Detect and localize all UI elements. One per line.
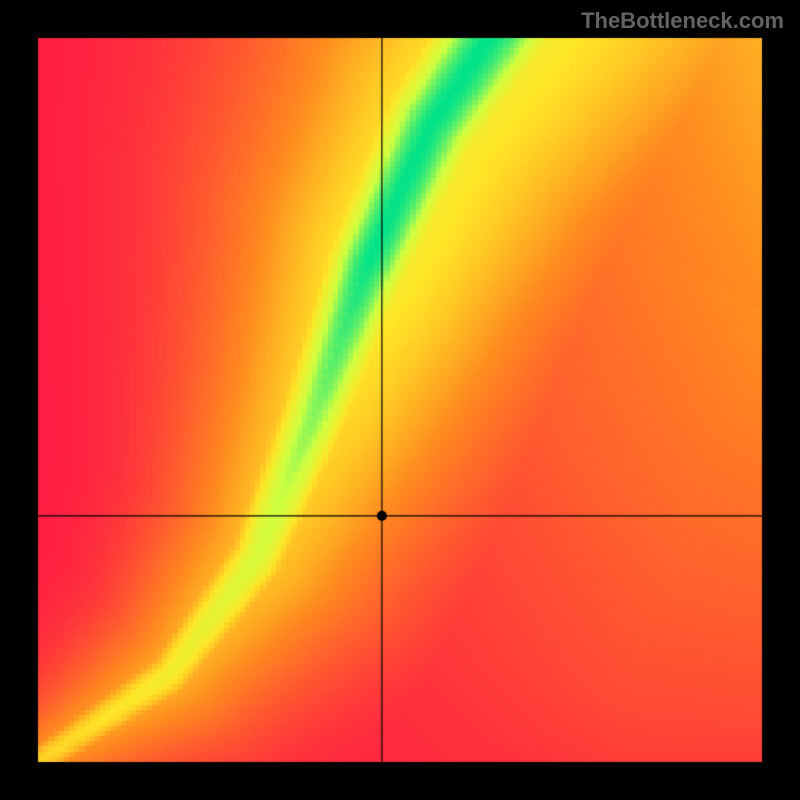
chart-container: TheBottleneck.com <box>0 0 800 800</box>
watermark-text: TheBottleneck.com <box>581 8 784 34</box>
heatmap-canvas <box>0 0 800 800</box>
